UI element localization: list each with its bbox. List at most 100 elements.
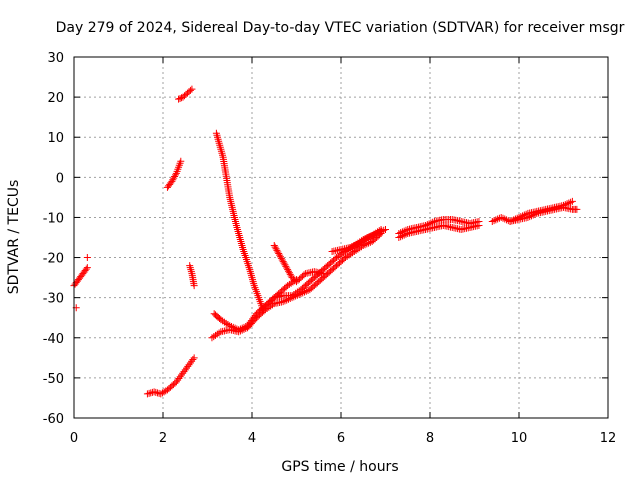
data-point [492, 216, 500, 224]
data-point [226, 322, 234, 330]
data-point [280, 259, 288, 267]
data-point [355, 240, 363, 248]
grid-lines [74, 57, 608, 418]
data-point [278, 256, 286, 264]
data-point [567, 198, 575, 206]
data-point [336, 251, 344, 259]
data-point [527, 212, 535, 220]
data-point [363, 240, 371, 248]
data-point [189, 356, 197, 364]
data-point [490, 217, 498, 225]
data-point [398, 232, 406, 240]
data-point [365, 239, 373, 247]
data-point [367, 232, 375, 240]
data-point [171, 173, 179, 181]
data-point [292, 289, 300, 297]
x-tick-label: 6 [337, 431, 345, 446]
data-point [291, 277, 299, 285]
data-point [334, 252, 342, 260]
y-tick-label: 0 [56, 171, 64, 186]
x-tick-label: 12 [600, 431, 617, 446]
data-point [82, 265, 90, 273]
data-point [210, 333, 218, 341]
data-point [301, 288, 309, 296]
data-point [358, 237, 366, 245]
y-tick-label: -50 [43, 372, 64, 387]
data-point [284, 266, 292, 274]
data-point [568, 197, 576, 205]
data-point [168, 177, 176, 185]
data-point [531, 210, 539, 218]
data-point [397, 233, 405, 241]
data-point [373, 229, 381, 237]
y-axis-label: SDTVAR / TECUs [6, 180, 22, 295]
data-point [276, 251, 284, 259]
data-point [356, 244, 364, 252]
data-point [288, 292, 296, 300]
data-point [238, 324, 246, 332]
x-tick-label: 2 [159, 431, 167, 446]
y-tick-label: -40 [43, 332, 64, 347]
data-point [279, 258, 287, 266]
data-point [175, 95, 183, 103]
data-point [494, 215, 502, 223]
data-point [224, 321, 232, 329]
data-point [341, 254, 349, 262]
data-point [83, 264, 91, 272]
data-point [293, 276, 300, 284]
data-point [503, 216, 511, 224]
data-point [378, 227, 386, 235]
data-point [293, 288, 301, 296]
data-point [272, 245, 280, 253]
data-point [275, 250, 283, 258]
data-point [271, 243, 279, 251]
tick-labels: 0 2 4 6 8 10 12 -60 -50 -40 -30 -20 -10 0 10 20 30 [43, 51, 617, 446]
data-point [402, 230, 410, 238]
data-point [361, 241, 369, 249]
data-point [274, 248, 282, 256]
data-point [287, 279, 295, 287]
data-point [382, 225, 389, 233]
x-tick-label: 4 [248, 431, 256, 446]
data-point [371, 230, 379, 238]
data-point [501, 215, 509, 223]
data-point [188, 85, 196, 93]
data-point [349, 242, 357, 250]
data-point [395, 234, 403, 241]
data-point [497, 213, 505, 221]
data-point [283, 264, 291, 272]
data-point [282, 262, 290, 270]
data-point [369, 231, 377, 239]
y-tick-label: -10 [43, 211, 64, 226]
data-point [376, 228, 384, 236]
data-point [350, 248, 358, 256]
data-point [215, 329, 223, 337]
data-point [524, 213, 532, 221]
data-point [147, 389, 155, 397]
data-point [285, 269, 293, 277]
data-point [333, 254, 341, 262]
data-point [354, 245, 362, 253]
data-point [176, 94, 184, 102]
data-point [229, 323, 237, 331]
y-tick-label: -60 [43, 412, 64, 427]
data-point [190, 282, 198, 290]
data-point [220, 318, 228, 326]
data-point [273, 246, 281, 254]
data-point [155, 389, 163, 397]
x-tick-label: 0 [70, 431, 78, 446]
data-point [349, 249, 357, 257]
data-point [279, 298, 287, 306]
data-point [352, 246, 360, 254]
data-point [343, 252, 351, 260]
data-point [276, 253, 284, 261]
data-point [170, 174, 178, 182]
data-point [488, 217, 496, 225]
data-point [213, 330, 221, 338]
plot-marks [70, 85, 581, 398]
data-point [281, 261, 289, 269]
data-point [217, 316, 225, 324]
y-tick-label: 20 [47, 91, 64, 106]
data-point [529, 211, 537, 219]
